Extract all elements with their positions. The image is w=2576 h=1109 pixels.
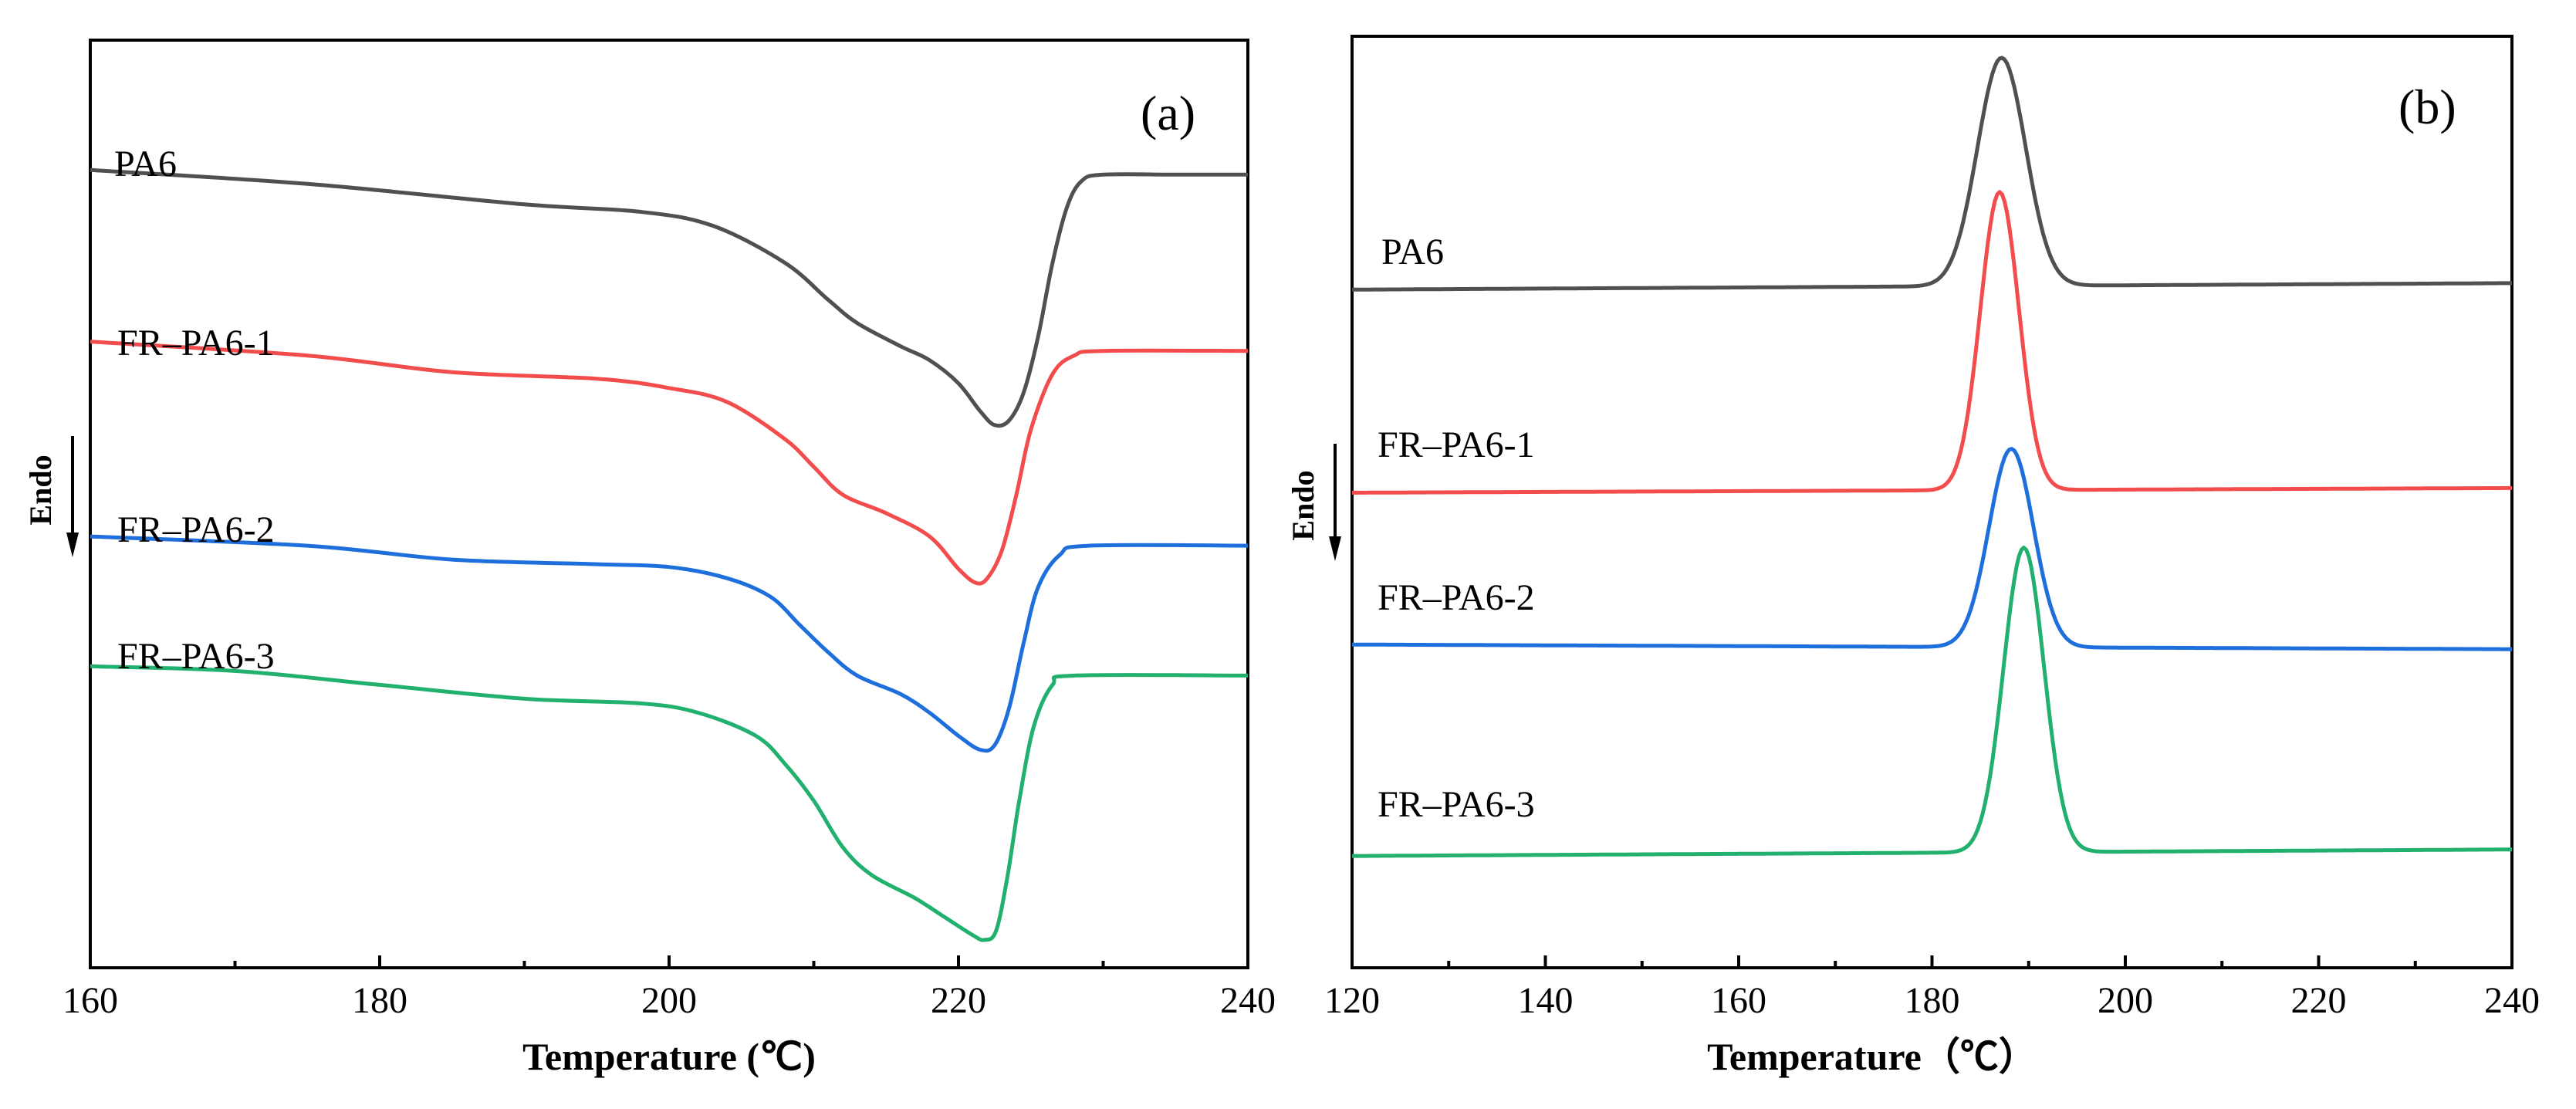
panel-a-x-ticks [89,955,1249,968]
x-tick-label: 140 [1518,980,1574,1021]
endo-indicator-b: Endo [1286,444,1341,561]
x-tick-label: 220 [931,980,986,1021]
endo-indicator-a: Endo [23,436,79,557]
panel-b-frame [1351,35,2513,969]
arrow-down-icon [1329,536,1341,561]
series-line-fr-pa6-3 [1351,546,2512,858]
x-tick-label: 160 [1711,980,1766,1021]
x-tick-label: 120 [1324,980,1380,1021]
x-tick-label: 160 [63,980,118,1021]
panel-a-series [90,167,1249,942]
x-tick-label: 240 [1220,980,1276,1021]
x-tick-label: 240 [2484,980,2540,1021]
y-axis-label-endo-b: Endo [1286,470,1320,540]
series-line-pa6 [90,167,1248,428]
x-tick-label: 200 [2098,980,2153,1021]
x-tick-label: 220 [2291,980,2347,1021]
x-tick-label: 180 [1905,980,1960,1021]
panel-b-series [1351,56,2512,858]
series-line-fr-pa6-1 [1352,190,2512,495]
series-label-fr-pa6-3: FR–PA6-3 [1378,784,1535,825]
series-label-fr-pa6-2: FR–PA6-2 [117,509,275,550]
series-line-fr-pa6-3 [90,664,1249,942]
panel-label-a: (a) [1141,86,1195,140]
series-label-pa6: PA6 [1381,232,1444,272]
series-label-fr-pa6-1: FR–PA6-1 [1378,424,1535,465]
series-label-fr-pa6-1: FR–PA6-1 [117,323,275,363]
series-label-fr-pa6-3: FR–PA6-3 [117,636,275,677]
panel-b: 120 140 160 180 200 220 240 PA6 FR–PA6-1… [1286,35,2540,1078]
x-tick-label: 180 [352,980,407,1021]
x-axis-title-b: Temperature（℃） [1707,1035,2037,1078]
y-axis-label-endo-a: Endo [23,455,58,525]
x-axis-title-a: Temperature (℃) [522,1035,816,1078]
series-label-pa6: PA6 [114,144,177,184]
series-line-fr-pa6-1 [90,340,1249,586]
series-line-pa6 [1352,56,2512,292]
series-line-fr-pa6-2 [90,534,1249,753]
panel-a-x-tick-labels: 160 180 200 220 240 [63,980,1276,1021]
panel-b-x-ticks [1351,955,2513,968]
series-label-fr-pa6-2: FR–PA6-2 [1378,577,1535,618]
x-tick-label: 200 [641,980,697,1021]
panel-a: 160 180 200 220 240 PA6 FR–PA6-1 FR–PA6-… [23,39,1276,1078]
panel-label-b: (b) [2399,79,2456,134]
series-line-fr-pa6-2 [1352,447,2512,651]
arrow-down-icon [66,533,79,557]
panel-b-x-tick-labels: 120 140 160 180 200 220 240 [1324,980,2540,1021]
